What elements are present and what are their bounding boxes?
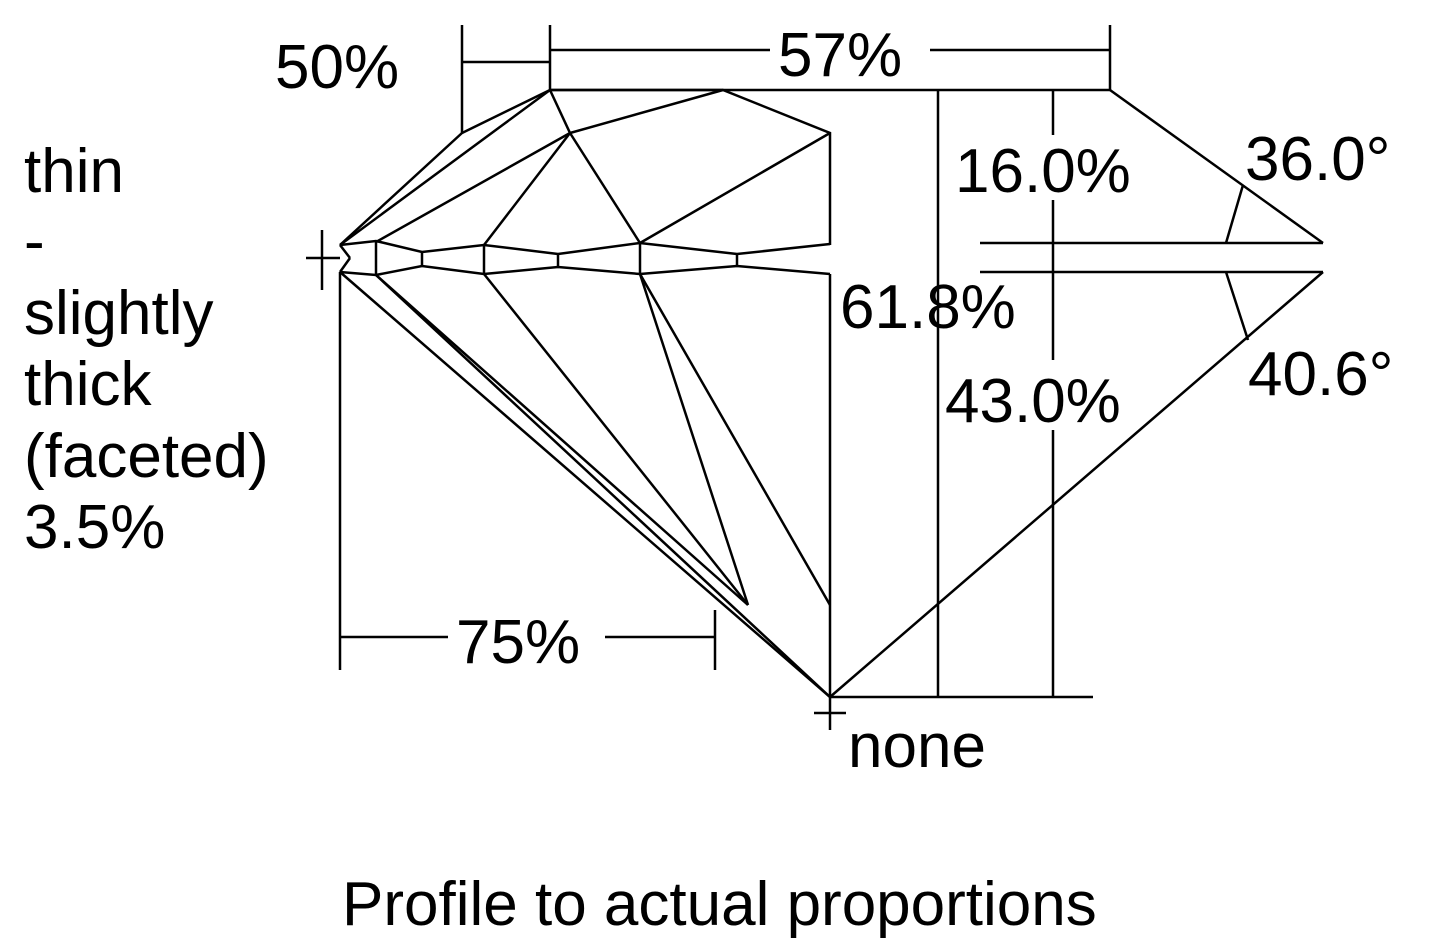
outline bbox=[306, 25, 1324, 730]
label-table-small: 50% bbox=[275, 33, 399, 102]
label-culet: none bbox=[848, 712, 986, 781]
caption: Profile to actual proportions bbox=[342, 870, 1097, 939]
label-girdle: 3.5% bbox=[24, 493, 165, 562]
label-girdle: thick bbox=[24, 350, 152, 419]
label-crown-height: 16.0% bbox=[955, 137, 1131, 206]
label-pavilion-depth: 43.0% bbox=[945, 367, 1121, 436]
label-girdle: thin bbox=[24, 137, 124, 206]
label-lower-half: 75% bbox=[456, 608, 580, 677]
label-girdle: - bbox=[24, 207, 45, 276]
label-crown-angle: 36.0° bbox=[1245, 125, 1390, 194]
label-pavilion-angle: 40.6° bbox=[1248, 340, 1393, 409]
label-girdle: slightly bbox=[24, 279, 214, 348]
label-table: 57% bbox=[778, 21, 902, 90]
label-girdle: (faceted) bbox=[24, 422, 269, 491]
label-total-depth: 61.8% bbox=[840, 273, 1016, 342]
